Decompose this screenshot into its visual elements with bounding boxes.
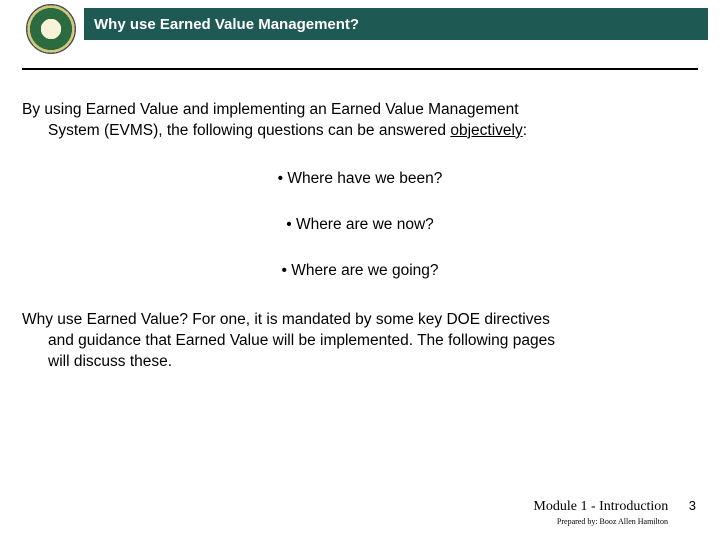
slide-content: By using Earned Value and implementing a… bbox=[22, 100, 698, 373]
closing-line2: and guidance that Earned Value will be i… bbox=[48, 332, 555, 349]
slide-footer: Module 1 - Introduction 3 Prepared by: B… bbox=[533, 497, 696, 526]
bullet-item: Where are we now? bbox=[22, 216, 698, 234]
footer-prepared-by: Prepared by: Booz Allen Hamilton bbox=[533, 517, 668, 526]
intro-paragraph: By using Earned Value and implementing a… bbox=[22, 100, 698, 142]
intro-underlined: objectively bbox=[450, 122, 522, 139]
doe-seal-icon bbox=[26, 4, 76, 54]
closing-paragraph: Why use Earned Value? For one, it is man… bbox=[22, 310, 698, 373]
bullet-item: Where have we been? bbox=[22, 170, 698, 188]
intro-line1: By using Earned Value and implementing a… bbox=[22, 101, 519, 118]
closing-line3: will discuss these. bbox=[48, 353, 172, 370]
bullet-item: Where are we going? bbox=[22, 262, 698, 280]
header-divider bbox=[22, 68, 698, 70]
slide-header: Why use Earned Value Management? bbox=[84, 8, 708, 40]
bullet-list: Where have we been? Where are we now? Wh… bbox=[22, 170, 698, 280]
footer-module: Module 1 - Introduction bbox=[533, 499, 668, 514]
closing-line1: Why use Earned Value? For one, it is man… bbox=[22, 311, 550, 328]
footer-page-number: 3 bbox=[689, 498, 696, 513]
intro-line2c: : bbox=[523, 122, 527, 139]
slide-title: Why use Earned Value Management? bbox=[94, 16, 359, 33]
intro-line2a: System (EVMS), the following questions c… bbox=[48, 122, 450, 139]
